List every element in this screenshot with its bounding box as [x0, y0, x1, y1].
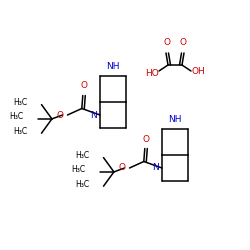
- Text: H₃C: H₃C: [76, 151, 90, 160]
- Text: H₃C: H₃C: [14, 98, 28, 107]
- Text: HO: HO: [145, 68, 159, 78]
- Text: N: N: [152, 164, 159, 172]
- Text: O: O: [80, 82, 87, 90]
- Text: NH: NH: [106, 62, 120, 71]
- Text: O: O: [142, 134, 149, 143]
- Text: O: O: [56, 110, 64, 120]
- Text: H₃C: H₃C: [14, 127, 28, 136]
- Text: OH: OH: [191, 66, 205, 76]
- Text: O: O: [180, 38, 186, 47]
- Text: O: O: [118, 164, 126, 172]
- Text: O: O: [164, 38, 170, 47]
- Text: H₃C: H₃C: [10, 112, 24, 122]
- Text: N: N: [90, 110, 97, 120]
- Text: H₃C: H₃C: [76, 180, 90, 189]
- Text: H₃C: H₃C: [72, 166, 86, 174]
- Text: NH: NH: [168, 115, 182, 124]
